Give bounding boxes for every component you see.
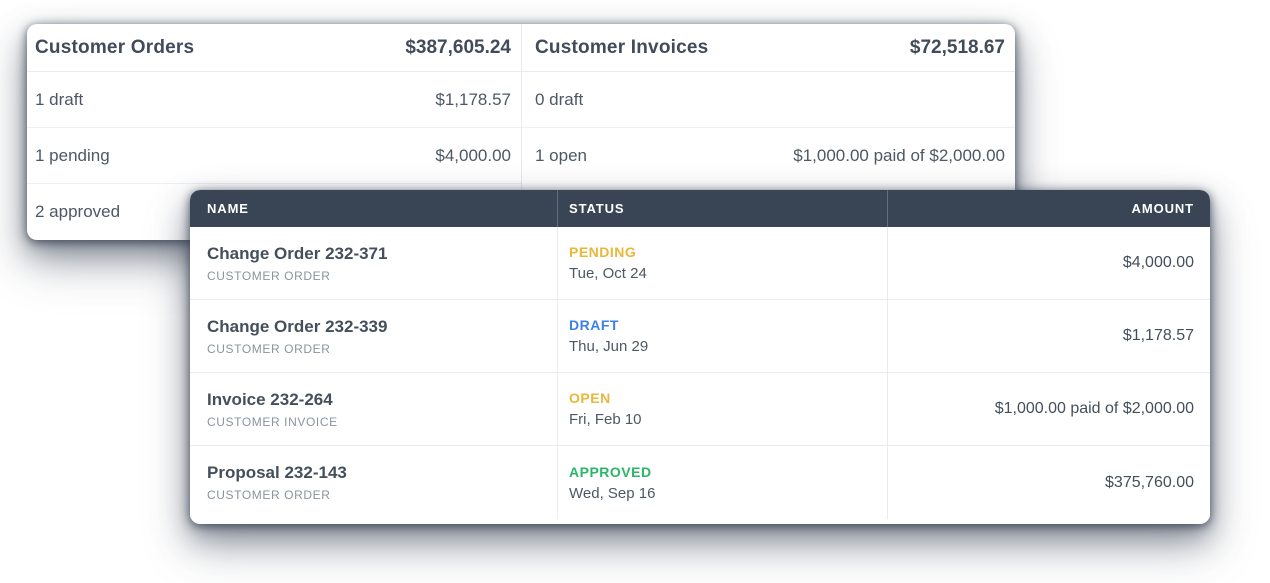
name-cell: Change Order 232-371 CUSTOMER ORDER bbox=[190, 227, 557, 300]
summary-row-label: 1 pending bbox=[35, 145, 110, 165]
table-header-row: NAME STATUS AMOUNT bbox=[190, 190, 1210, 227]
status-date: Tue, Oct 24 bbox=[569, 265, 647, 282]
summary-row-draft[interactable]: 1 draft $1,178.57 bbox=[27, 72, 521, 128]
order-type: CUSTOMER ORDER bbox=[207, 268, 331, 283]
summary-row-label: 2 approved bbox=[35, 202, 121, 221]
column-header-amount[interactable]: AMOUNT bbox=[887, 190, 1210, 227]
status-badge: DRAFT bbox=[569, 317, 619, 333]
status-cell: APPROVED Wed, Sep 16 bbox=[557, 446, 887, 519]
summary-row-approved[interactable]: 2 approved bbox=[27, 184, 521, 240]
amount-cell: $4,000.00 bbox=[887, 227, 1210, 300]
panel-title: Customer Orders bbox=[35, 36, 195, 58]
panel-total: $72,518.67 bbox=[909, 36, 1005, 58]
status-date: Wed, Sep 16 bbox=[569, 484, 656, 502]
summary-row-amount: $1,000.00 paid of $2,000.00 bbox=[793, 146, 1005, 165]
summary-row-pending[interactable]: 1 pending $4,000.00 bbox=[27, 128, 521, 184]
order-type: CUSTOMER ORDER bbox=[207, 488, 331, 502]
customer-invoices-panel: Customer Invoices $72,518.67 0 draft 1 o… bbox=[521, 24, 1015, 240]
status-badge: PENDING bbox=[569, 244, 637, 260]
summary-row-draft[interactable]: 0 draft bbox=[522, 72, 1015, 128]
status-cell: DRAFT Thu, Jun 29 bbox=[557, 300, 887, 373]
summary-row-amount: $1,178.57 bbox=[435, 89, 511, 109]
order-name: Change Order 232-339 bbox=[207, 316, 388, 336]
order-type: CUSTOMER ORDER bbox=[207, 341, 331, 356]
panel-title: Customer Invoices bbox=[535, 36, 709, 58]
order-name: Proposal 232-143 bbox=[207, 463, 347, 482]
name-cell: Invoice 232-264 CUSTOMER INVOICE bbox=[190, 373, 557, 446]
status-date: Thu, Jun 29 bbox=[569, 338, 649, 355]
summary-row-label: 1 open bbox=[535, 146, 587, 165]
status-date: Fri, Feb 10 bbox=[569, 411, 642, 428]
amount-cell: $375,760.00 bbox=[887, 446, 1210, 519]
order-amount: $1,178.57 bbox=[1122, 327, 1194, 344]
order-amount: $1,000.00 paid of $2,000.00 bbox=[994, 400, 1194, 417]
column-header-name[interactable]: NAME bbox=[207, 201, 249, 216]
column-header-status[interactable]: STATUS bbox=[557, 190, 887, 227]
order-amount: $375,760.00 bbox=[1105, 473, 1194, 491]
table-row[interactable]: Invoice 232-264 CUSTOMER INVOICE OPEN Fr… bbox=[190, 373, 1210, 446]
status-cell: PENDING Tue, Oct 24 bbox=[557, 227, 887, 300]
customer-orders-panel: Customer Orders $387,605.24 1 draft $1,1… bbox=[27, 24, 521, 240]
orders-table-card: NAME STATUS AMOUNT Change Order 232-371 … bbox=[190, 190, 1210, 524]
summary-row-label: 0 draft bbox=[535, 89, 584, 109]
status-cell: OPEN Fri, Feb 10 bbox=[557, 373, 887, 446]
name-cell: Change Order 232-339 CUSTOMER ORDER bbox=[190, 300, 557, 373]
customer-orders-header: Customer Orders $387,605.24 bbox=[27, 24, 521, 72]
order-type: CUSTOMER INVOICE bbox=[207, 414, 338, 429]
amount-cell: $1,000.00 paid of $2,000.00 bbox=[887, 373, 1210, 446]
status-badge: APPROVED bbox=[569, 463, 652, 480]
table-row[interactable]: Proposal 232-143 CUSTOMER ORDER APPROVED… bbox=[190, 446, 1210, 519]
amount-cell: $1,178.57 bbox=[887, 300, 1210, 373]
order-amount: $4,000.00 bbox=[1122, 254, 1194, 271]
table-row[interactable]: Change Order 232-371 CUSTOMER ORDER PEND… bbox=[190, 227, 1210, 300]
table-row[interactable]: Change Order 232-339 CUSTOMER ORDER DRAF… bbox=[190, 300, 1210, 373]
status-badge: OPEN bbox=[569, 390, 611, 406]
order-name: Invoice 232-264 bbox=[207, 389, 333, 409]
name-cell: Proposal 232-143 CUSTOMER ORDER bbox=[190, 446, 557, 519]
customer-invoices-header: Customer Invoices $72,518.67 bbox=[522, 24, 1015, 72]
summary-row-open[interactable]: 1 open $1,000.00 paid of $2,000.00 bbox=[522, 128, 1015, 184]
order-name: Change Order 232-371 bbox=[207, 243, 388, 263]
summary-row-label: 1 draft bbox=[35, 89, 84, 109]
panel-total: $387,605.24 bbox=[405, 36, 511, 58]
summary-row-amount: $4,000.00 bbox=[435, 145, 511, 165]
